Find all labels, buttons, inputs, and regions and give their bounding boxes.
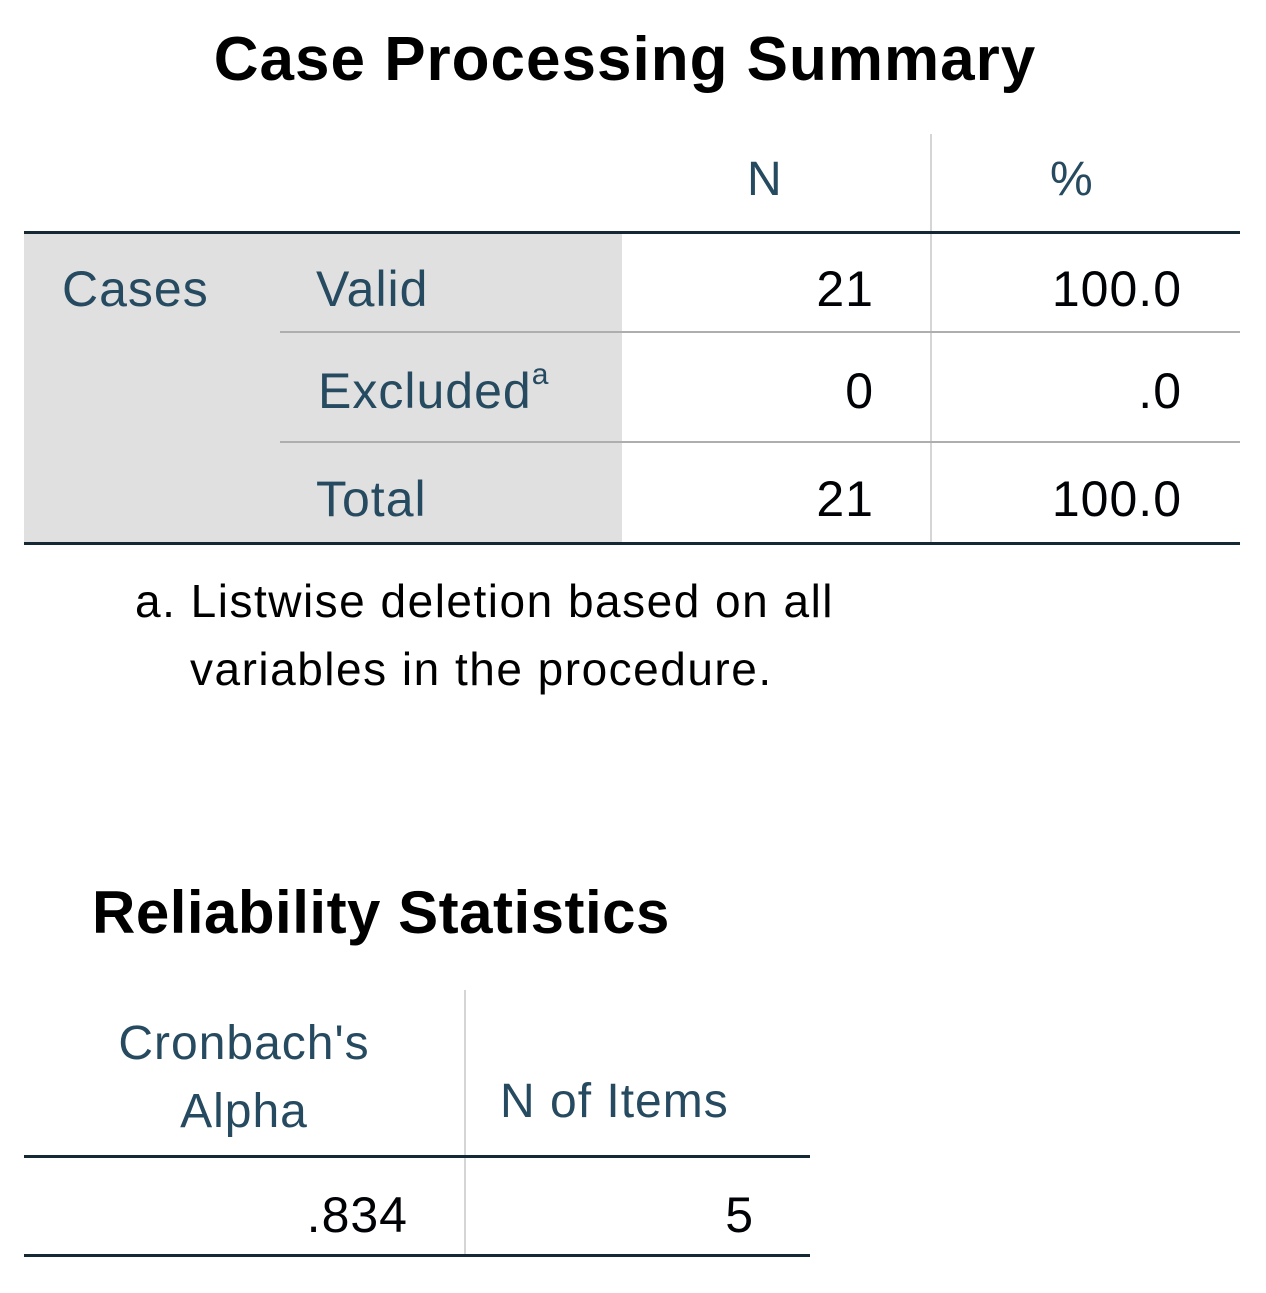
reliability-statistics-title: Reliability Statistics [92,879,670,946]
row-rule-1 [280,331,1240,333]
cronbachs-alpha-value: .834 [306,1187,408,1243]
row-header-shade [24,233,622,542]
row-rule-2 [280,441,1240,443]
excluded-percent: .0 [1138,363,1182,419]
column-header-n-of-items: N of Items [500,1075,729,1128]
n-of-items-value: 5 [725,1187,754,1243]
row-label-excluded-text: Excluded [318,363,532,419]
valid-n: 21 [816,261,874,317]
row-group-cases: Cases [62,261,209,317]
reliability-header-rule [24,1155,810,1158]
cronbachs-line-2: Alpha [180,1085,308,1138]
bottom-rule [24,542,1240,545]
valid-percent: 100.0 [1051,261,1182,317]
footnote-line-1: a. Listwise deletion based on all [135,575,835,627]
row-label-valid: Valid [316,261,429,317]
column-divider [930,134,932,544]
column-header-cronbachs-alpha: Cronbach's Alpha [24,1010,464,1146]
reliability-column-divider [464,990,466,1256]
column-header-n: N [747,153,782,206]
footnote-line-2: variables in the procedure. [190,643,773,695]
excluded-n: 0 [845,363,874,419]
row-label-total: Total [316,471,427,527]
total-percent: 100.0 [1051,471,1182,527]
row-label-excluded: Excludeda [318,360,549,419]
footnote-marker: a [531,358,550,391]
header-rule [24,231,1240,234]
cronbachs-line-1: Cronbach's [118,1017,370,1070]
total-n: 21 [816,471,874,527]
column-header-percent: % [1050,153,1093,206]
case-processing-summary-title: Case Processing Summary [213,25,1037,94]
reliability-bottom-rule [24,1254,810,1257]
